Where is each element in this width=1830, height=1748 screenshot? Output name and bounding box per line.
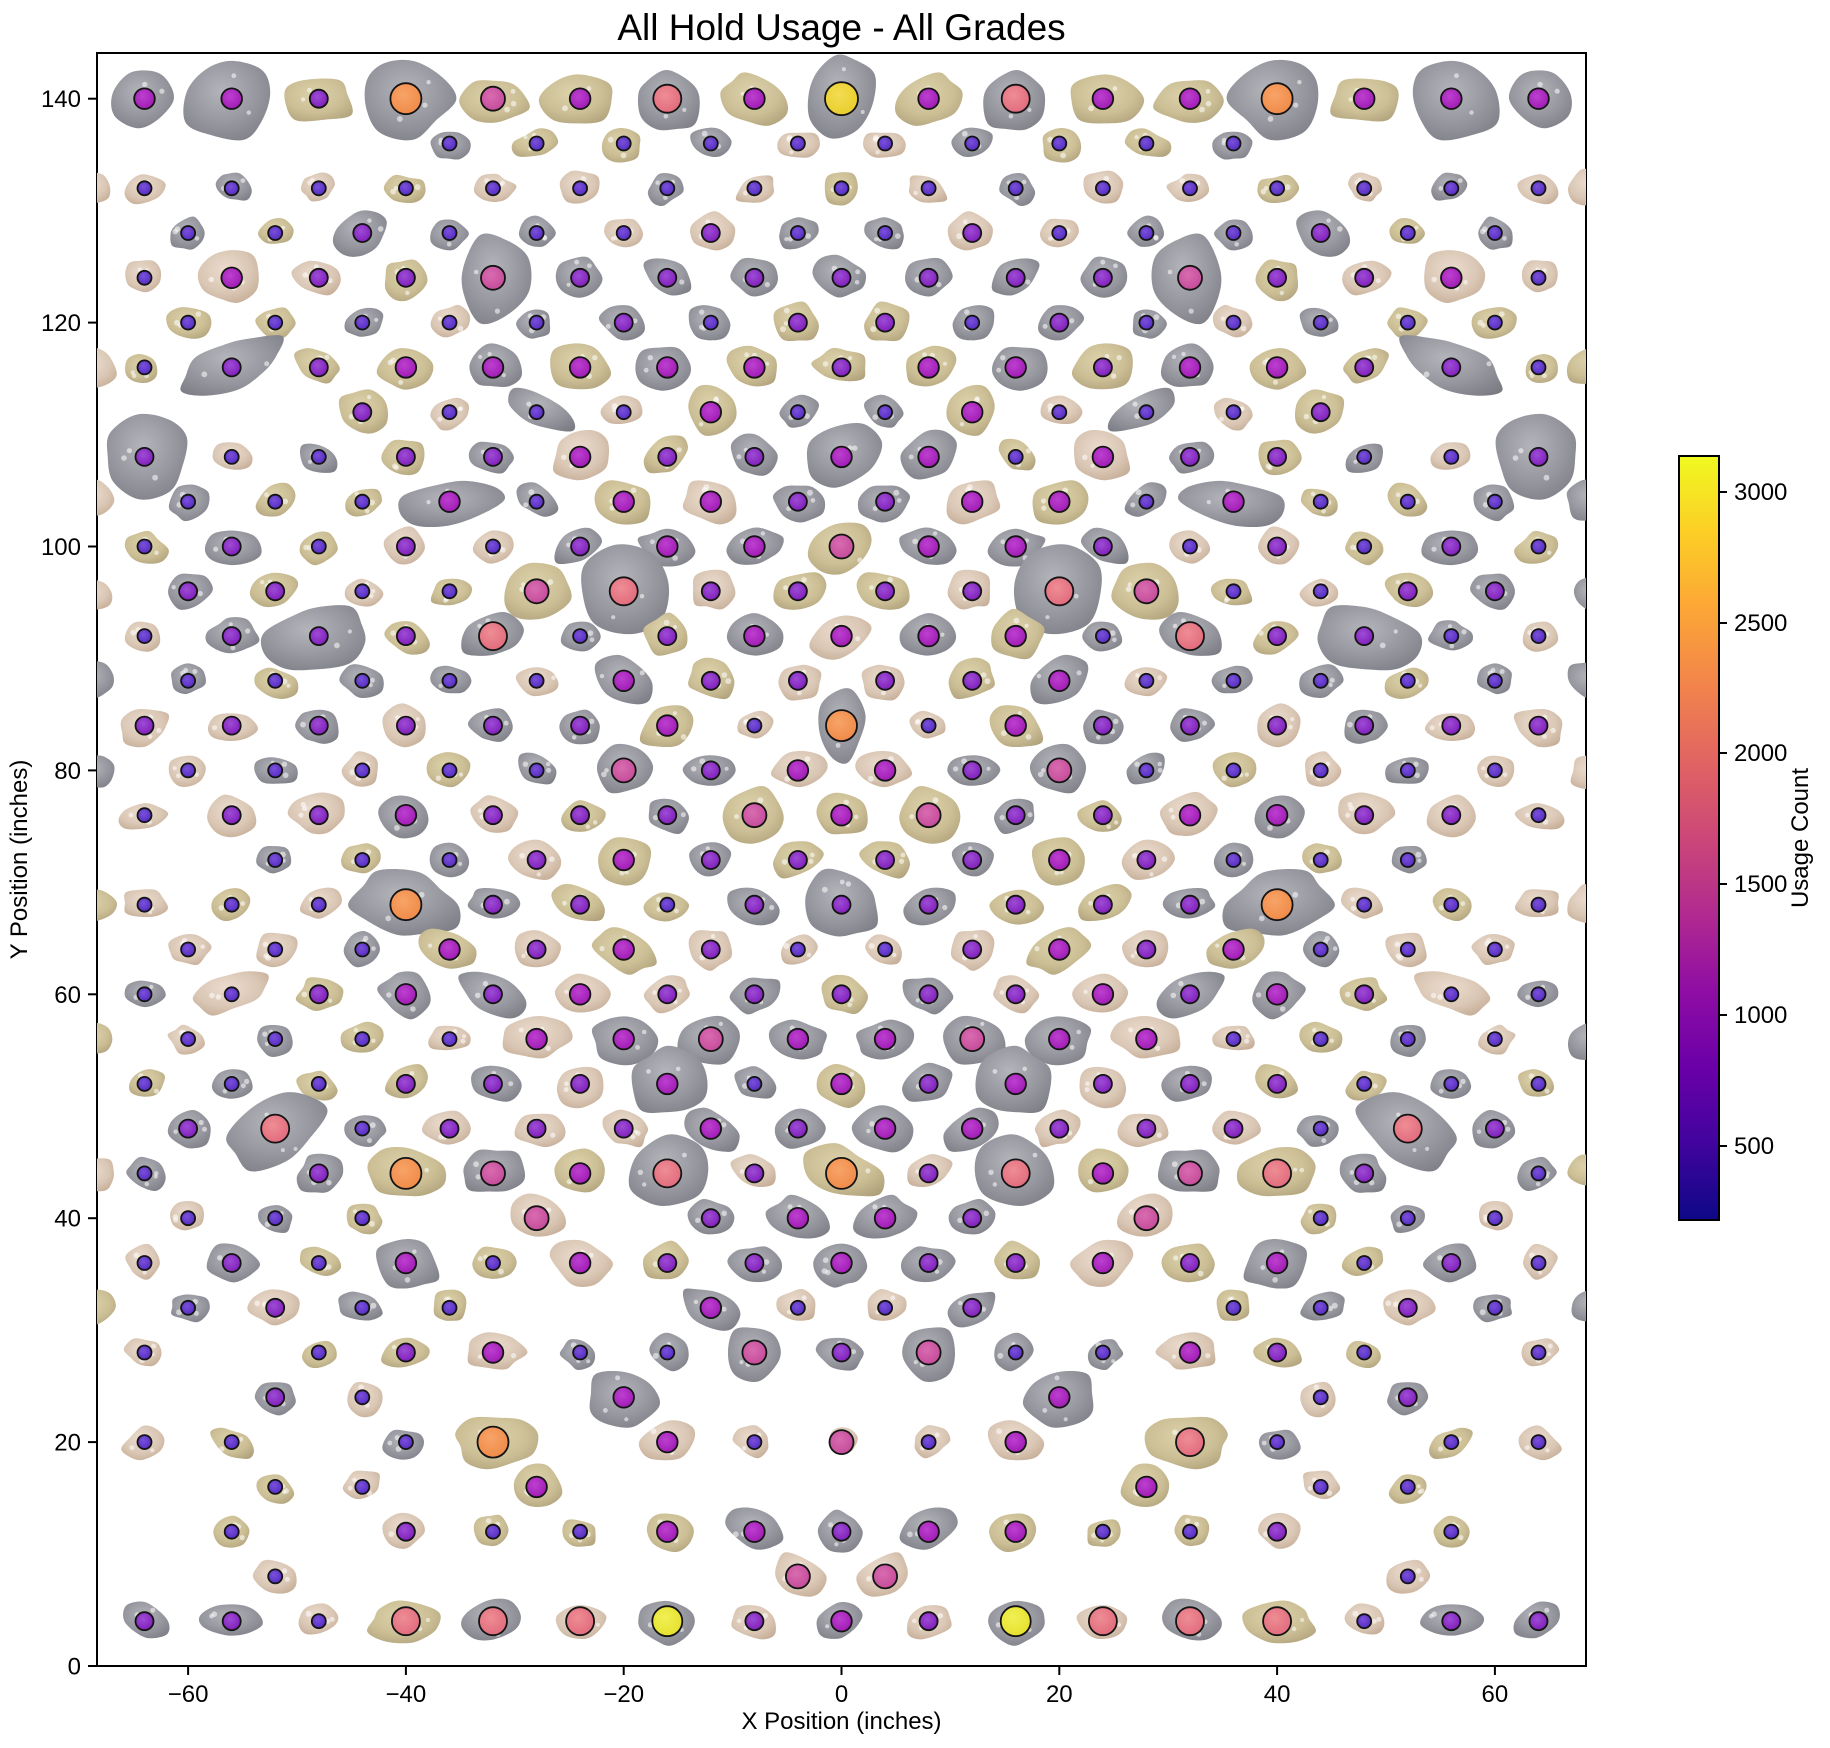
svg-text:60: 60 [1482, 1681, 1509, 1708]
svg-text:X Position (inches): X Position (inches) [741, 1708, 941, 1735]
svg-text:40: 40 [54, 1206, 81, 1233]
svg-text:All Hold Usage - All Grades: All Hold Usage - All Grades [617, 7, 1065, 48]
svg-text:120: 120 [41, 310, 81, 337]
svg-text:40: 40 [1264, 1681, 1291, 1708]
svg-text:−20: −20 [603, 1681, 644, 1708]
svg-text:Y Position (inches): Y Position (inches) [6, 760, 33, 960]
svg-text:140: 140 [41, 86, 81, 113]
svg-text:80: 80 [54, 758, 81, 785]
svg-text:1500: 1500 [1734, 871, 1787, 898]
svg-text:500: 500 [1734, 1133, 1774, 1160]
svg-text:3000: 3000 [1734, 479, 1787, 506]
svg-text:20: 20 [54, 1430, 81, 1457]
svg-text:2000: 2000 [1734, 740, 1787, 767]
svg-text:−40: −40 [386, 1681, 427, 1708]
svg-text:20: 20 [1046, 1681, 1073, 1708]
svg-text:Usage Count: Usage Count [1787, 768, 1814, 908]
svg-text:100: 100 [41, 534, 81, 561]
svg-text:0: 0 [835, 1681, 848, 1708]
svg-text:2500: 2500 [1734, 610, 1787, 637]
svg-text:60: 60 [54, 982, 81, 1009]
svg-text:0: 0 [68, 1654, 81, 1681]
svg-text:1000: 1000 [1734, 1002, 1787, 1029]
svg-text:−60: −60 [168, 1681, 209, 1708]
